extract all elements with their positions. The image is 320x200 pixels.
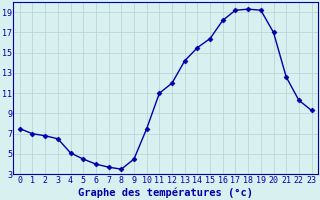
X-axis label: Graphe des températures (°c): Graphe des températures (°c) [78,187,253,198]
